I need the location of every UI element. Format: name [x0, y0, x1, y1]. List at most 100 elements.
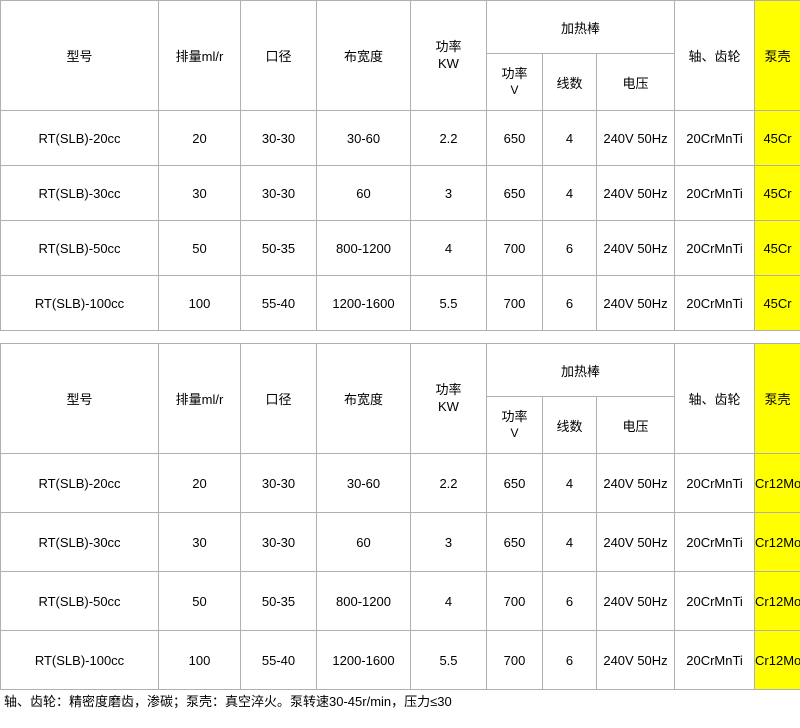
cell-caliber: 50-35 — [240, 220, 317, 276]
cell-rod-voltage: 240V 50Hz — [595, 275, 676, 331]
cell-power-kw: 5.5 — [410, 275, 487, 331]
table-row: RT(SLB)-20cc 20 30-30 30-60 2.2 650 4 24… — [0, 110, 800, 166]
header-cloth-width: 布宽度 — [316, 343, 411, 454]
cell-caliber: 55-40 — [240, 630, 317, 690]
cell-rod-lines: 4 — [542, 165, 597, 221]
table-header-row-sub: 功率 V 线数 电压 — [1, 53, 800, 111]
cell-power-kw: 2.2 — [410, 453, 487, 513]
table-header-row-top: 型号 排量ml/r 口径 布宽度 功率 KW 加热棒 轴、齿轮 泵壳 — [0, 0, 800, 111]
cell-pump-housing: 45Cr — [754, 165, 800, 221]
cell-power-kw: 4 — [410, 220, 487, 276]
header-shaft-gear: 轴、齿轮 — [674, 343, 756, 454]
cell-rod-power: 650 — [486, 512, 543, 572]
cell-power-kw: 3 — [410, 512, 487, 572]
header-rod-voltage: 电压 — [595, 53, 676, 111]
cell-cloth-width: 800-1200 — [316, 571, 411, 631]
header-pump-housing: 泵壳 — [754, 343, 800, 454]
cell-rod-voltage: 240V 50Hz — [595, 630, 676, 690]
header-caliber: 口径 — [240, 343, 317, 454]
cell-power-kw: 5.5 — [410, 630, 487, 690]
header-power-kw-line2: KW — [438, 55, 459, 71]
cell-cloth-width: 800-1200 — [316, 220, 411, 276]
header-caliber: 口径 — [240, 0, 317, 111]
cell-rod-power: 650 — [486, 110, 543, 166]
header-cloth-width: 布宽度 — [316, 0, 411, 111]
cell-rod-lines: 4 — [542, 512, 597, 572]
cell-displacement: 100 — [158, 275, 241, 331]
cell-caliber: 50-35 — [240, 571, 317, 631]
cell-rod-lines: 4 — [542, 110, 597, 166]
header-displacement: 排量ml/r — [158, 0, 241, 111]
cell-rod-voltage: 240V 50Hz — [595, 220, 676, 276]
cell-model: RT(SLB)-20cc — [0, 110, 159, 166]
cell-cloth-width: 60 — [316, 165, 411, 221]
cell-power-kw: 3 — [410, 165, 487, 221]
cell-rod-power: 650 — [486, 165, 543, 221]
cell-cloth-width: 30-60 — [316, 453, 411, 513]
header-rod-power-line2: V — [510, 82, 519, 97]
table-row: RT(SLB)-100cc 100 55-40 1200-1600 5.5 70… — [0, 275, 800, 331]
cell-rod-power: 700 — [486, 630, 543, 690]
cell-caliber: 30-30 — [240, 453, 317, 513]
cell-displacement: 20 — [158, 453, 241, 513]
header-group-heating-rod: 加热棒 — [485, 343, 676, 397]
cell-caliber: 30-30 — [240, 512, 317, 572]
cell-model: RT(SLB)-100cc — [0, 275, 159, 331]
cell-pump-housing: Cr12MoV — [754, 630, 800, 690]
cell-cloth-width: 1200-1600 — [316, 630, 411, 690]
header-rod-power-line2: V — [510, 425, 519, 440]
cell-model: RT(SLB)-20cc — [0, 453, 159, 513]
cell-pump-housing: Cr12MoV — [754, 512, 800, 572]
cell-model: RT(SLB)-50cc — [0, 220, 159, 276]
cell-rod-power: 700 — [486, 275, 543, 331]
header-power-kw: 功率 KW — [410, 0, 487, 111]
cell-displacement: 30 — [158, 165, 241, 221]
cell-shaft-gear: 20CrMnTi — [674, 453, 756, 513]
header-model: 型号 — [0, 343, 159, 454]
cell-rod-voltage: 240V 50Hz — [595, 571, 676, 631]
header-rod-power-line1: 功率 — [501, 66, 528, 82]
table-header-row-top: 型号 排量ml/r 口径 布宽度 功率 KW 加热棒 轴、齿轮 泵壳 — [0, 343, 800, 454]
cell-model: RT(SLB)-30cc — [0, 165, 159, 221]
header-rod-lines: 线数 — [542, 53, 597, 111]
cell-displacement: 100 — [158, 630, 241, 690]
header-rod-power-v: 功率 V — [486, 396, 543, 454]
cell-rod-voltage: 240V 50Hz — [595, 110, 676, 166]
cell-cloth-width: 30-60 — [316, 110, 411, 166]
table-row: RT(SLB)-20cc 20 30-30 30-60 2.2 650 4 24… — [0, 453, 800, 513]
cell-rod-power: 700 — [486, 220, 543, 276]
cell-displacement: 20 — [158, 110, 241, 166]
cell-model: RT(SLB)-30cc — [0, 512, 159, 572]
header-rod-lines: 线数 — [542, 396, 597, 454]
cell-shaft-gear: 20CrMnTi — [674, 165, 756, 221]
table-separator — [0, 331, 800, 343]
cell-shaft-gear: 20CrMnTi — [674, 630, 756, 690]
header-rod-voltage: 电压 — [595, 396, 676, 454]
header-rod-power-line1: 功率 — [501, 409, 528, 425]
spec-table-1: 型号 排量ml/r 口径 布宽度 功率 KW 加热棒 轴、齿轮 泵壳 功率 V … — [0, 0, 800, 331]
table-row: RT(SLB)-30cc 30 30-30 60 3 650 4 240V 50… — [0, 165, 800, 221]
cell-pump-housing: 45Cr — [754, 220, 800, 276]
cell-caliber: 30-30 — [240, 110, 317, 166]
table-row: RT(SLB)-50cc 50 50-35 800-1200 4 700 6 2… — [0, 571, 800, 631]
cell-rod-voltage: 240V 50Hz — [595, 453, 676, 513]
table-row: RT(SLB)-50cc 50 50-35 800-1200 4 700 6 2… — [0, 220, 800, 276]
cell-pump-housing: 45Cr — [754, 275, 800, 331]
header-model: 型号 — [0, 0, 159, 111]
cell-pump-housing: Cr12MoV — [754, 453, 800, 513]
header-power-kw: 功率 KW — [410, 343, 487, 454]
cell-rod-lines: 6 — [542, 220, 597, 276]
cell-cloth-width: 1200-1600 — [316, 275, 411, 331]
cell-caliber: 30-30 — [240, 165, 317, 221]
cell-pump-housing: 45Cr — [754, 110, 800, 166]
header-shaft-gear: 轴、齿轮 — [674, 0, 756, 111]
cell-rod-lines: 6 — [542, 275, 597, 331]
header-rod-power-v: 功率 V — [486, 53, 543, 111]
cell-shaft-gear: 20CrMnTi — [674, 275, 756, 331]
cell-rod-voltage: 240V 50Hz — [595, 165, 676, 221]
header-power-kw-line2: KW — [438, 398, 459, 414]
cell-displacement: 50 — [158, 571, 241, 631]
cell-displacement: 30 — [158, 512, 241, 572]
cell-rod-lines: 6 — [542, 630, 597, 690]
